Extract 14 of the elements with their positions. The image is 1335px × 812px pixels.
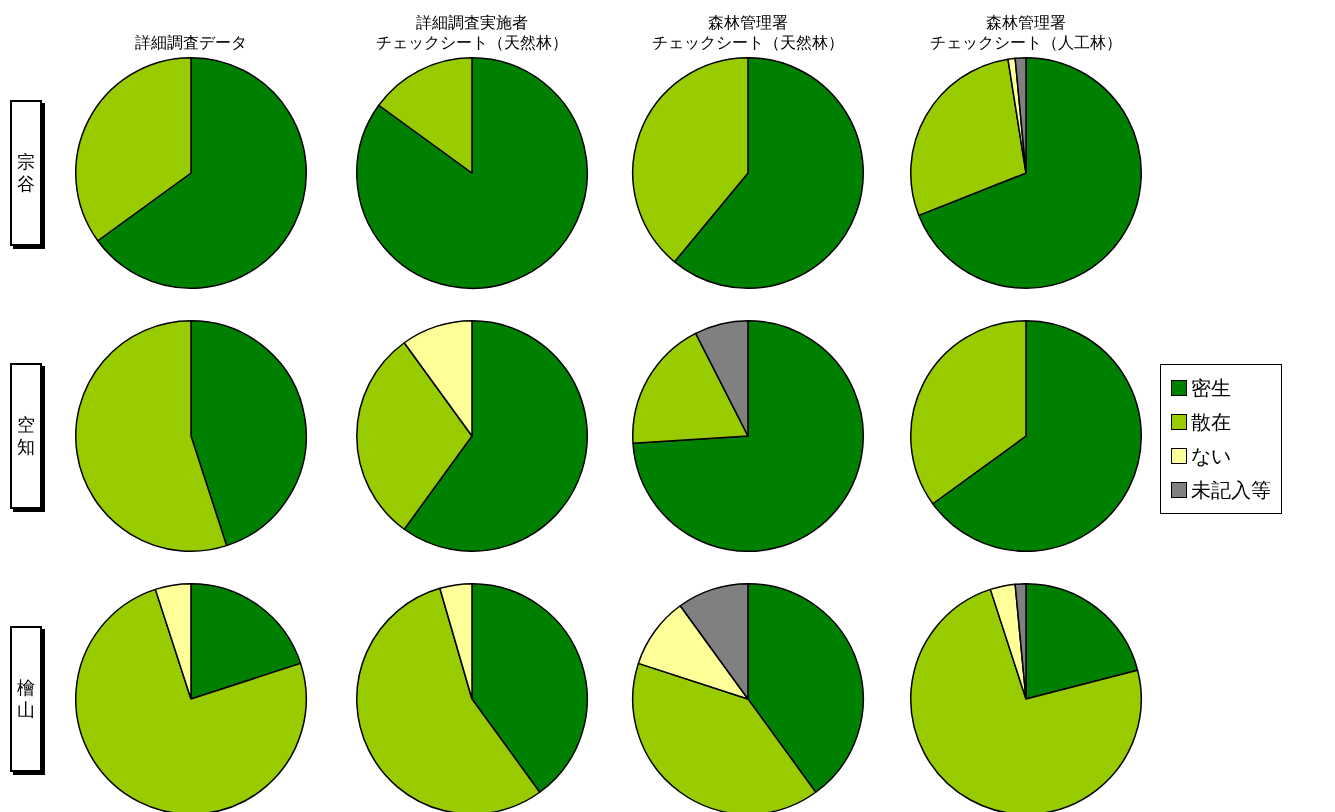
text: 空知	[16, 414, 36, 458]
chart-subtitle: チェックシート（天然林）	[375, 33, 569, 53]
legend-label: 散在	[1191, 408, 1231, 436]
legend-label: ない	[1191, 442, 1231, 470]
legend-label: 未記入等	[1191, 476, 1271, 504]
text: 檜山	[16, 677, 36, 721]
chart-title: 森林管理署	[985, 13, 1067, 33]
chart-title: 詳細調査実施者	[415, 13, 529, 33]
chart-subtitle: チェックシート（天然林）	[651, 33, 845, 53]
chart-title: 森林管理署	[707, 13, 789, 33]
legend-label: 密生	[1191, 374, 1231, 402]
chart-title: 詳細調査データ	[134, 33, 248, 53]
chart-subtitle: チェックシート（人工林）	[929, 33, 1123, 53]
text: 宗谷	[16, 151, 36, 195]
